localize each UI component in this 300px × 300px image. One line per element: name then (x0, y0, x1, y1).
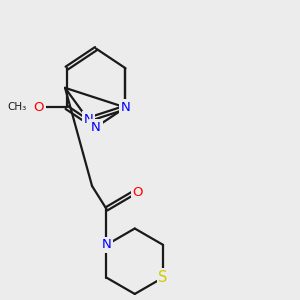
Text: O: O (132, 186, 143, 199)
Text: N: N (121, 101, 130, 114)
Text: N: N (102, 238, 111, 251)
Text: N: N (121, 101, 130, 114)
Text: N: N (91, 121, 101, 134)
Text: N: N (83, 113, 93, 126)
Text: S: S (158, 270, 168, 285)
Text: CH₃: CH₃ (7, 103, 26, 112)
Text: O: O (34, 101, 44, 114)
